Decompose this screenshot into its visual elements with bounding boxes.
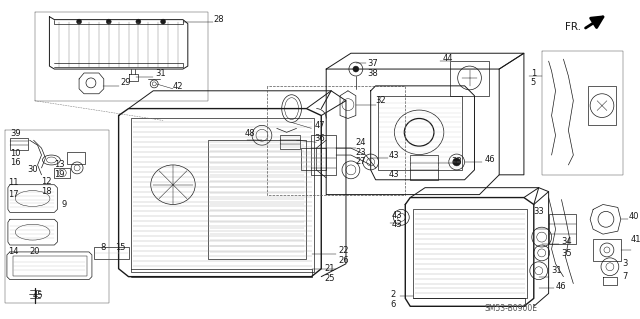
Text: 16: 16 — [10, 159, 20, 167]
Text: 40: 40 — [628, 212, 639, 221]
Text: 8: 8 — [101, 243, 106, 252]
Bar — [378, 96, 461, 170]
Bar — [301, 148, 326, 170]
Text: 33: 33 — [451, 158, 462, 167]
Text: 3: 3 — [623, 259, 628, 268]
Text: 15: 15 — [115, 243, 125, 252]
Text: 21: 21 — [324, 264, 335, 273]
Text: 25: 25 — [324, 274, 335, 283]
Bar — [312, 135, 336, 175]
Circle shape — [136, 19, 141, 24]
Text: 37: 37 — [368, 59, 378, 68]
Text: 27: 27 — [356, 158, 367, 167]
Circle shape — [106, 19, 111, 24]
Text: SM53-B0900E: SM53-B0900E — [484, 304, 538, 313]
Text: 6: 6 — [390, 300, 396, 309]
Bar — [593, 239, 621, 261]
Circle shape — [77, 19, 81, 24]
Text: 43: 43 — [388, 151, 399, 160]
Text: 18: 18 — [42, 187, 52, 196]
Text: 30: 30 — [28, 165, 38, 174]
Bar — [54, 168, 70, 178]
Text: FR.: FR. — [565, 22, 581, 32]
Bar — [548, 214, 576, 244]
Bar — [94, 247, 129, 259]
Text: 5: 5 — [531, 78, 536, 87]
Text: 34: 34 — [561, 237, 572, 246]
Text: 31: 31 — [552, 266, 562, 275]
Text: 32: 32 — [376, 96, 387, 105]
Circle shape — [353, 66, 359, 72]
Bar — [413, 209, 527, 298]
Text: 22: 22 — [338, 247, 349, 256]
Text: 44: 44 — [443, 54, 453, 63]
Text: 11: 11 — [8, 178, 19, 187]
Text: 28: 28 — [214, 15, 224, 24]
Text: 2: 2 — [390, 290, 396, 299]
Bar — [207, 140, 307, 259]
Text: 20: 20 — [29, 248, 40, 256]
Text: 17: 17 — [8, 190, 19, 199]
Text: 24: 24 — [356, 138, 366, 147]
Text: 1: 1 — [531, 69, 536, 78]
Text: 38: 38 — [368, 69, 378, 78]
Bar — [410, 155, 438, 180]
Text: 23: 23 — [356, 148, 367, 157]
Circle shape — [452, 158, 461, 166]
Bar — [10, 138, 28, 150]
Circle shape — [161, 19, 166, 24]
Text: 43: 43 — [392, 220, 402, 229]
Text: 26: 26 — [338, 256, 349, 265]
Bar — [588, 86, 616, 125]
Text: 19: 19 — [54, 170, 65, 179]
Text: 35: 35 — [561, 249, 572, 258]
Bar — [131, 118, 314, 272]
Bar — [67, 152, 85, 164]
Text: 43: 43 — [392, 211, 402, 220]
Text: 13: 13 — [54, 160, 65, 169]
Text: 39: 39 — [10, 129, 20, 138]
Text: 36: 36 — [314, 134, 325, 143]
Bar — [280, 135, 300, 149]
Text: 46: 46 — [556, 282, 566, 291]
Text: 12: 12 — [42, 177, 52, 186]
Text: 14: 14 — [8, 248, 19, 256]
Bar — [13, 256, 87, 276]
Text: 10: 10 — [10, 149, 20, 158]
Bar — [450, 61, 490, 96]
Text: 9: 9 — [61, 200, 67, 209]
Text: 43: 43 — [388, 170, 399, 179]
Text: 29: 29 — [120, 78, 131, 87]
Text: 41: 41 — [630, 234, 640, 244]
Text: 7: 7 — [623, 272, 628, 281]
Text: 47: 47 — [314, 121, 325, 130]
Text: 42: 42 — [173, 82, 184, 91]
Text: 46: 46 — [484, 155, 495, 165]
Text: 33: 33 — [534, 207, 545, 216]
Text: 45: 45 — [32, 291, 43, 300]
Text: 48: 48 — [244, 129, 255, 138]
Text: 31: 31 — [155, 70, 166, 78]
